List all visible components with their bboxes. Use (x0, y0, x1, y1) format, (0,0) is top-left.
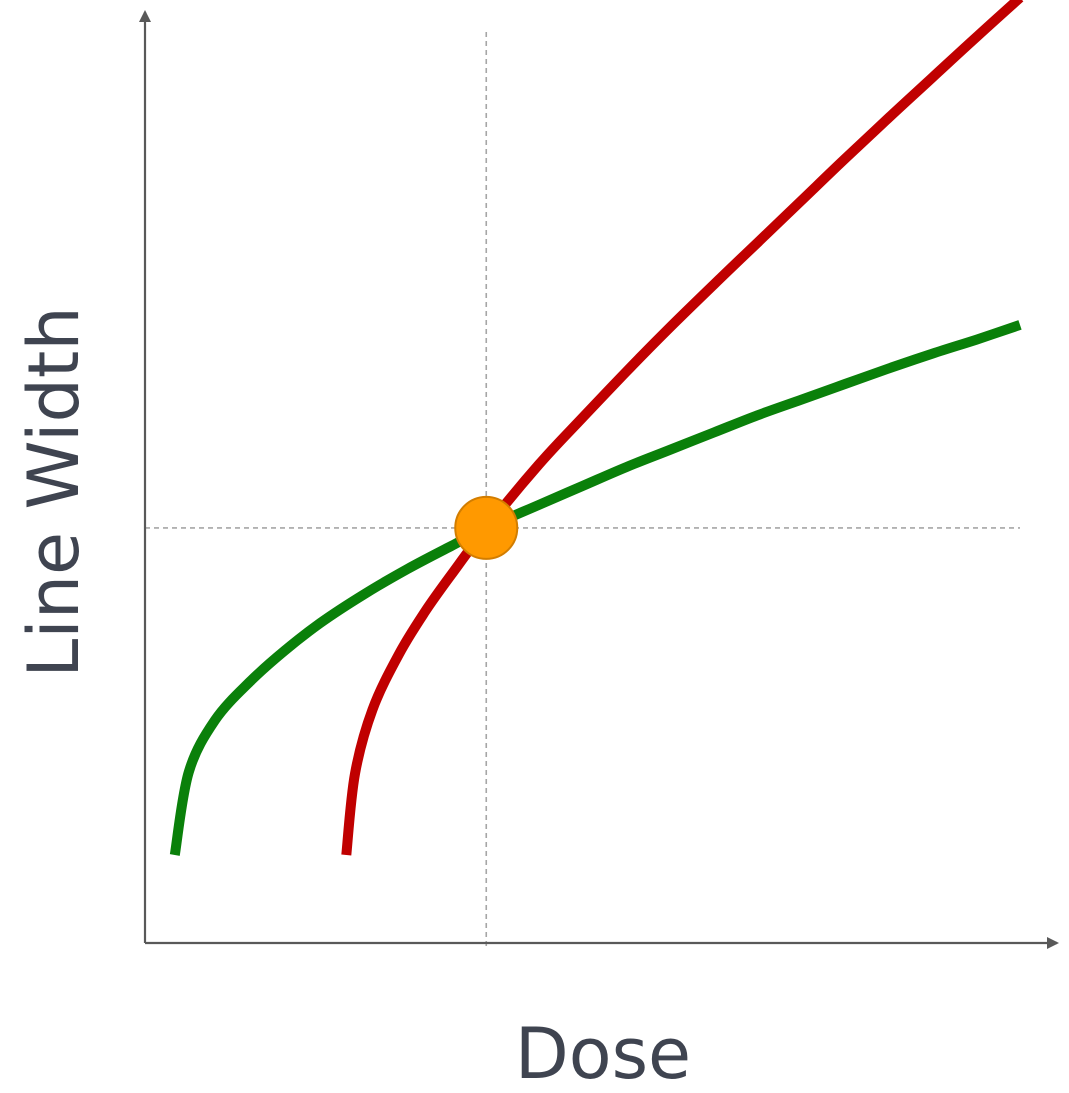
series-line-1 (169, 320, 1022, 856)
series-line-2 (341, 0, 1024, 856)
y-axis-label: Line Width (13, 306, 95, 678)
crossover-point (454, 495, 519, 560)
axes (139, 10, 1059, 949)
marker-group (454, 495, 519, 560)
x-axis-label: Dose (515, 1013, 691, 1093)
reference-lines (145, 32, 1020, 947)
series-group (169, 0, 1024, 856)
